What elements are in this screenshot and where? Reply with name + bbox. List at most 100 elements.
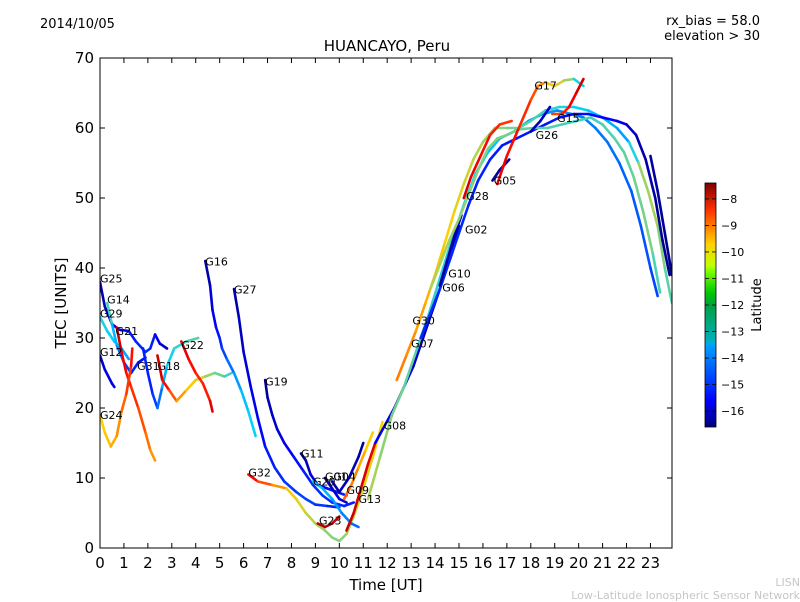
series-segment bbox=[515, 130, 533, 140]
series-segment bbox=[232, 371, 243, 392]
series-segment bbox=[120, 347, 131, 361]
series-segment bbox=[160, 364, 169, 389]
series-segment bbox=[349, 466, 360, 487]
series-g13 bbox=[345, 441, 377, 532]
x-tick-label: 12 bbox=[378, 554, 397, 572]
series-segment bbox=[338, 497, 348, 504]
series-segment bbox=[364, 431, 375, 452]
prn-label-g12: G12 bbox=[100, 346, 123, 359]
series-g16 bbox=[204, 259, 257, 438]
prn-label-g22: G22 bbox=[181, 339, 204, 352]
credit: LISN Low-Latitude Ionospheric Sensor Net… bbox=[571, 576, 800, 602]
series-segment bbox=[165, 347, 176, 368]
series-segment bbox=[330, 487, 341, 501]
series-segment bbox=[646, 189, 659, 228]
prn-label-g08: G08 bbox=[384, 420, 407, 433]
x-tick-label: 21 bbox=[593, 554, 612, 572]
prn-label-g05: G05 bbox=[494, 175, 517, 188]
series-segment bbox=[263, 445, 277, 469]
x-tick-label: 1 bbox=[119, 554, 129, 572]
series-segment bbox=[634, 133, 647, 161]
prn-label-g28: G28 bbox=[466, 190, 489, 203]
series-segment bbox=[615, 119, 628, 126]
series-segment bbox=[323, 529, 334, 539]
series-segment bbox=[649, 154, 659, 193]
y-tick-label: 60 bbox=[75, 119, 94, 137]
series-segment bbox=[299, 452, 308, 462]
x-tick-label: 7 bbox=[263, 554, 273, 572]
x-tick-label: 4 bbox=[191, 554, 201, 572]
series-segment bbox=[239, 389, 250, 413]
colorbar-tick-label: −12 bbox=[721, 299, 744, 312]
series-segment bbox=[352, 487, 363, 515]
series-segment bbox=[536, 81, 547, 88]
series-segment bbox=[103, 368, 114, 385]
series-segment bbox=[129, 385, 140, 410]
colorbar-title: Latitude bbox=[750, 278, 765, 332]
x-tick-label: 11 bbox=[354, 554, 373, 572]
series-segment bbox=[105, 329, 116, 343]
series-segment bbox=[282, 480, 298, 494]
series-segment bbox=[304, 511, 317, 525]
colorbar-tick-label: −8 bbox=[721, 193, 737, 206]
series-segment bbox=[211, 308, 218, 329]
x-tick-label: 0 bbox=[95, 554, 105, 572]
x-tick-label: 17 bbox=[497, 554, 516, 572]
series-segment bbox=[467, 168, 480, 196]
series-segment bbox=[304, 459, 312, 476]
series-layer bbox=[100, 77, 672, 543]
x-tick-label: 2 bbox=[143, 554, 153, 572]
x-tick-label: 14 bbox=[426, 554, 445, 572]
series-segment bbox=[639, 224, 652, 270]
series-segment bbox=[661, 238, 671, 277]
y-axis-title: TEC [UNITS] bbox=[52, 258, 70, 350]
series-segment bbox=[321, 494, 334, 504]
series-segment bbox=[187, 357, 198, 375]
series-segment bbox=[342, 483, 353, 501]
series-segment bbox=[472, 140, 485, 161]
series-segment bbox=[529, 84, 540, 102]
x-axis: 0 1 2 3 4 5 6 7 8 9 10 11 12 13 14 15 16 17 18 19 20 21 22 23 bbox=[95, 58, 660, 572]
series-g26 bbox=[529, 105, 552, 133]
series-segment bbox=[330, 515, 341, 525]
series-segment bbox=[213, 371, 226, 378]
series-segment bbox=[175, 389, 188, 403]
y-tick-label: 10 bbox=[75, 469, 94, 487]
series-g17 bbox=[495, 77, 585, 186]
series-segment bbox=[438, 238, 454, 280]
prn-label-g26: G26 bbox=[536, 129, 559, 142]
series-segment bbox=[462, 175, 473, 200]
series-segment bbox=[105, 301, 114, 326]
prn-label-g01: G01 bbox=[325, 471, 348, 484]
series-segment bbox=[323, 476, 334, 490]
rx-bias-label: rx_bias = 58.0 bbox=[666, 14, 760, 29]
series-segment bbox=[273, 466, 286, 483]
series-segment bbox=[100, 280, 107, 308]
x-tick-label: 15 bbox=[449, 554, 468, 572]
series-segment bbox=[574, 116, 592, 123]
series-g24 bbox=[100, 347, 134, 448]
series-segment bbox=[505, 126, 521, 158]
x-tick-label: 3 bbox=[167, 554, 177, 572]
series-segment bbox=[476, 147, 490, 172]
series-segment bbox=[594, 126, 609, 144]
series-segment bbox=[539, 105, 552, 123]
series-segment bbox=[448, 217, 461, 242]
credit-long: Low-Latitude Ionospheric Sensor Network bbox=[571, 589, 800, 602]
series-segment bbox=[225, 357, 236, 375]
series-segment bbox=[247, 473, 260, 483]
series-segment bbox=[529, 119, 542, 133]
series-segment bbox=[285, 487, 298, 501]
series-segment bbox=[438, 259, 449, 287]
series-segment bbox=[214, 326, 221, 340]
series-segment bbox=[117, 328, 131, 333]
series-segment bbox=[184, 336, 200, 343]
series-segment bbox=[412, 336, 425, 368]
series-segment bbox=[572, 105, 590, 112]
series-segment bbox=[127, 329, 138, 343]
y-tick-label: 0 bbox=[84, 539, 94, 557]
series-segment bbox=[208, 284, 214, 312]
series-g21 bbox=[115, 326, 157, 462]
series-segment bbox=[242, 350, 253, 389]
